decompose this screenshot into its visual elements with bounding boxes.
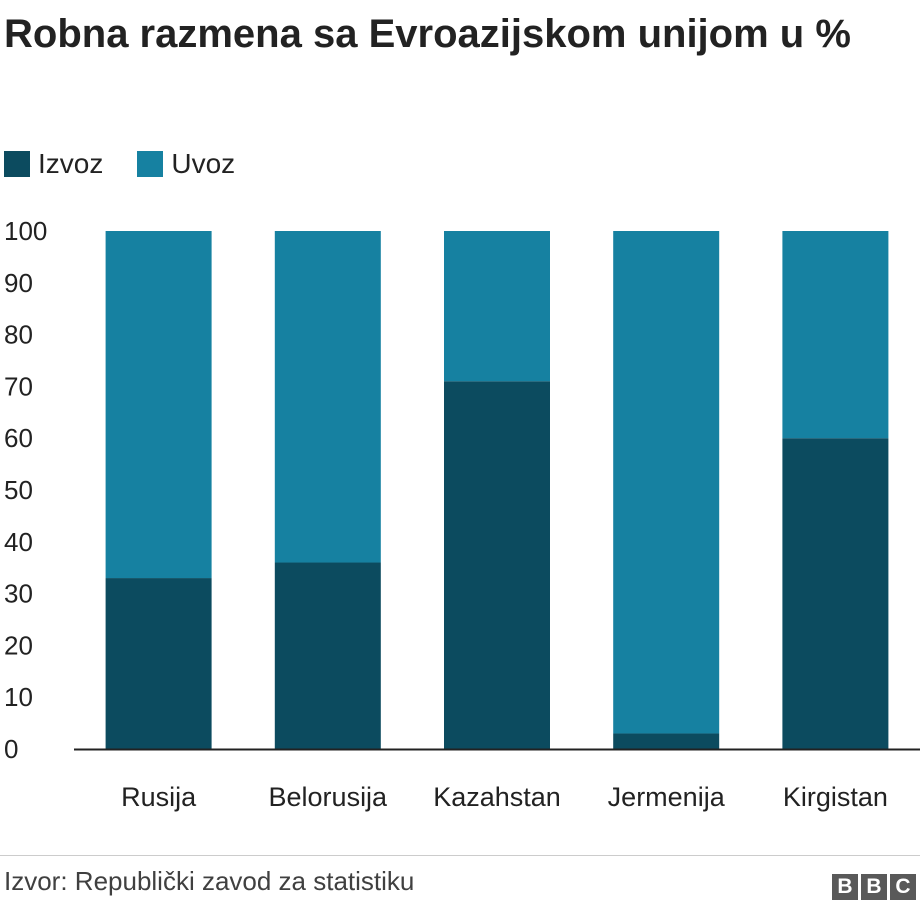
bar-izvoz-kazahstan	[444, 381, 550, 749]
legend-swatch-uvoz	[137, 151, 164, 177]
bar-uvoz-belorusija	[274, 231, 381, 563]
y-tick-label: 40	[4, 527, 33, 557]
y-tick-label: 0	[4, 734, 18, 764]
y-tick-label: 10	[4, 682, 33, 712]
x-tick-label: Rusija	[121, 782, 197, 812]
legend-item-izvoz: Izvoz	[4, 148, 103, 180]
legend: Izvoz Uvoz	[4, 147, 269, 181]
y-tick-label: 90	[4, 268, 33, 298]
x-tick-label: Kirgistan	[783, 782, 888, 812]
y-tick-label: 30	[4, 579, 33, 609]
bar-uvoz-jermenija	[613, 231, 720, 734]
bar-uvoz-kirgistan	[782, 231, 889, 439]
x-tick-label: Belorusija	[269, 782, 389, 812]
bbc-logo-block: B	[861, 874, 887, 900]
bar-izvoz-belorusija	[274, 562, 381, 749]
bar-uvoz-kazahstan	[444, 231, 550, 382]
bar-chart: 0 10 20 30 40 50 60 70 80 90 100 Rusija Belorusija Ka…	[4, 216, 920, 812]
y-tick-label: 70	[4, 371, 33, 401]
footer-divider	[0, 855, 920, 856]
source-note: Izvor: Republički zavod za statistiku	[4, 866, 415, 896]
bar-izvoz-kirgistan	[782, 438, 889, 749]
x-tick-label: Jermenija	[608, 782, 726, 812]
y-tick-label: 20	[4, 630, 33, 660]
bbc-logo-block: B	[832, 874, 858, 900]
bar-uvoz-rusija	[105, 231, 212, 579]
legend-label-izvoz: Izvoz	[38, 148, 104, 179]
bar-izvoz-rusija	[105, 578, 212, 749]
bbc-logo-block: C	[890, 874, 916, 900]
y-tick-label: 100	[4, 216, 47, 246]
legend-swatch-izvoz	[4, 151, 30, 177]
bar-izvoz-jermenija	[613, 733, 720, 749]
x-tick-label: Kazahstan	[433, 782, 561, 812]
y-tick-label: 80	[4, 320, 33, 350]
bbc-logo: B B C	[832, 874, 916, 900]
y-tick-label: 60	[4, 423, 33, 453]
legend-label-uvoz: Uvoz	[171, 148, 236, 179]
y-tick-label: 50	[4, 475, 33, 505]
legend-item-uvoz: Uvoz	[137, 148, 235, 180]
chart-title: Robna razmena sa Evroazijskom unijom u %	[4, 12, 851, 56]
